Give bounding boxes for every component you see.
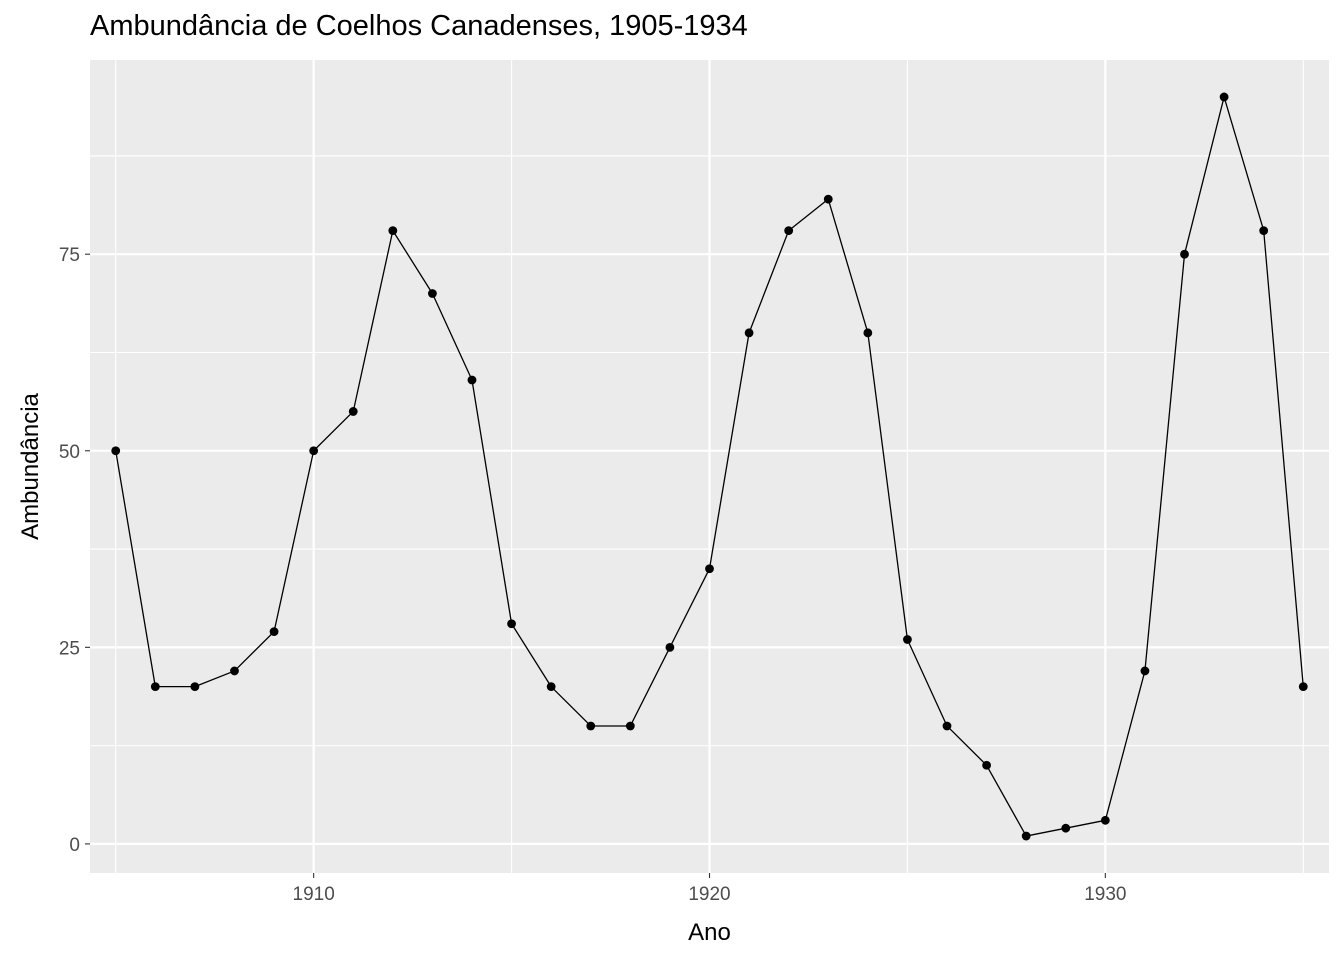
chart-title: Ambundância de Coelhos Canadenses, 1905-… bbox=[90, 10, 748, 42]
data-point bbox=[942, 721, 952, 731]
data-point bbox=[1140, 666, 1150, 676]
series-layer bbox=[111, 92, 1308, 841]
y-tick-label: 0 bbox=[69, 835, 80, 856]
data-point bbox=[903, 635, 912, 644]
data-point bbox=[388, 226, 398, 236]
data-point bbox=[546, 682, 556, 692]
data-point bbox=[467, 375, 477, 385]
data-point bbox=[1180, 249, 1189, 259]
axis-ticks bbox=[85, 253, 1106, 878]
y-tick-label: 50 bbox=[59, 442, 80, 463]
x-tick-label: 1910 bbox=[293, 884, 335, 905]
data-point bbox=[863, 328, 873, 338]
data-point bbox=[1061, 823, 1071, 833]
x-tick-label: 1920 bbox=[688, 884, 730, 905]
data-point bbox=[982, 760, 991, 770]
y-tick-label: 25 bbox=[59, 638, 80, 659]
data-point bbox=[586, 721, 596, 731]
data-point bbox=[1021, 831, 1031, 841]
x-axis-title: Ano bbox=[688, 919, 731, 946]
data-point bbox=[1100, 815, 1110, 825]
data-point bbox=[705, 564, 714, 574]
data-point bbox=[744, 328, 754, 338]
data-point bbox=[1219, 92, 1229, 102]
data-point bbox=[309, 446, 319, 456]
data-point bbox=[190, 682, 200, 692]
data-point bbox=[665, 642, 675, 652]
axis-tick-labels: 1910 1920 1930 0 25 50 75 bbox=[59, 245, 1127, 905]
data-point bbox=[230, 666, 239, 676]
major-gridlines bbox=[90, 60, 1329, 873]
data-point bbox=[111, 446, 121, 456]
x-tick-label: 1930 bbox=[1084, 884, 1126, 905]
data-point bbox=[625, 721, 635, 731]
data-point bbox=[1298, 682, 1308, 692]
y-tick-label: 75 bbox=[59, 245, 80, 266]
data-point bbox=[1259, 226, 1269, 236]
data-point bbox=[784, 226, 794, 236]
y-axis-title: Ambundância bbox=[17, 392, 44, 539]
data-point bbox=[823, 194, 833, 204]
data-point bbox=[269, 627, 279, 637]
data-point bbox=[348, 407, 358, 416]
data-point bbox=[428, 289, 437, 298]
data-point bbox=[150, 682, 160, 692]
data-point bbox=[507, 619, 516, 629]
